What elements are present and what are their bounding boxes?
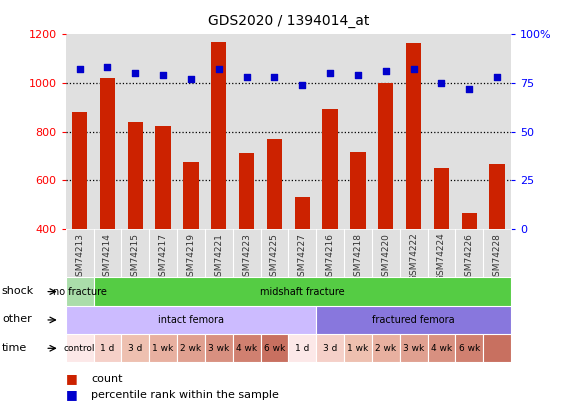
Point [103, 64, 112, 71]
Text: midshaft fracture: midshaft fracture [260, 287, 344, 296]
Bar [205, 334, 233, 362]
Point [214, 66, 223, 72]
Point [270, 74, 279, 81]
Point [465, 85, 474, 92]
Bar [461, 213, 477, 229]
Point [353, 72, 363, 79]
Text: GSM74215: GSM74215 [131, 233, 140, 282]
Text: GSM74223: GSM74223 [242, 233, 251, 281]
Bar [66, 334, 94, 362]
Text: 3 d: 3 d [128, 344, 142, 353]
Bar [434, 168, 449, 229]
Text: GDS2020 / 1394014_at: GDS2020 / 1394014_at [208, 14, 369, 28]
Point [325, 70, 335, 77]
Text: percentile rank within the sample: percentile rank within the sample [91, 390, 279, 400]
Text: intact femora: intact femora [158, 315, 224, 325]
Bar [100, 78, 115, 229]
Bar [66, 277, 94, 306]
Text: GSM74220: GSM74220 [381, 233, 391, 281]
Text: GSM74216: GSM74216 [325, 233, 335, 282]
Text: 4 wk: 4 wk [236, 344, 257, 353]
Text: 3 wk: 3 wk [403, 344, 424, 353]
Bar [378, 83, 393, 229]
Text: GSM74221: GSM74221 [214, 233, 223, 281]
Point [159, 72, 168, 79]
Text: 3 wk: 3 wk [208, 344, 230, 353]
Bar [183, 162, 199, 229]
Bar [149, 334, 177, 362]
Text: 1 wk: 1 wk [347, 344, 368, 353]
Text: GSM74222: GSM74222 [409, 233, 418, 281]
Bar [344, 334, 372, 362]
Point [493, 74, 502, 81]
Text: ■: ■ [66, 388, 78, 401]
Bar [489, 164, 505, 229]
Bar [122, 334, 149, 362]
Text: 2 wk: 2 wk [180, 344, 202, 353]
Bar [400, 334, 428, 362]
Text: GSM74228: GSM74228 [493, 233, 502, 281]
Bar [267, 139, 282, 229]
Text: 1 d: 1 d [295, 344, 309, 353]
Text: fractured femora: fractured femora [372, 315, 455, 325]
Bar [127, 122, 143, 229]
Bar [323, 109, 338, 229]
Bar [94, 334, 122, 362]
Text: 6 wk: 6 wk [459, 344, 480, 353]
Text: control: control [64, 344, 95, 353]
Text: shock: shock [2, 286, 34, 296]
Text: GSM74217: GSM74217 [159, 233, 168, 282]
Text: GSM74214: GSM74214 [103, 233, 112, 281]
Bar [456, 334, 483, 362]
Bar [66, 306, 316, 334]
Point [409, 66, 418, 72]
Text: time: time [2, 343, 27, 353]
Text: 6 wk: 6 wk [264, 344, 285, 353]
Bar [295, 197, 310, 229]
Point [131, 70, 140, 77]
Text: GSM74224: GSM74224 [437, 233, 446, 281]
Text: 1 d: 1 d [100, 344, 115, 353]
Text: 4 wk: 4 wk [431, 344, 452, 353]
Text: other: other [2, 314, 31, 324]
Bar [483, 334, 511, 362]
Text: GSM74225: GSM74225 [270, 233, 279, 281]
Text: count: count [91, 374, 123, 384]
Bar [239, 153, 254, 229]
Text: GSM74213: GSM74213 [75, 233, 84, 282]
Text: GSM74226: GSM74226 [465, 233, 474, 281]
Text: 2 wk: 2 wk [375, 344, 396, 353]
Point [381, 68, 391, 75]
Text: GSM74227: GSM74227 [297, 233, 307, 281]
Bar [233, 334, 260, 362]
Bar [177, 334, 205, 362]
Point [437, 80, 446, 86]
Bar [260, 334, 288, 362]
Bar [316, 306, 511, 334]
Text: 3 d: 3 d [323, 344, 337, 353]
Text: ■: ■ [66, 372, 78, 385]
Point [242, 74, 251, 81]
Bar [316, 334, 344, 362]
Text: no fracture: no fracture [53, 287, 107, 296]
Bar [372, 334, 400, 362]
Bar [72, 112, 87, 229]
Text: GSM74219: GSM74219 [186, 233, 195, 282]
Point [186, 76, 195, 82]
Point [75, 66, 84, 72]
Bar [350, 152, 365, 229]
Point [297, 82, 307, 88]
Text: 1 wk: 1 wk [152, 344, 174, 353]
Bar [288, 334, 316, 362]
Bar [428, 334, 456, 362]
Bar [406, 43, 421, 229]
Bar [211, 42, 227, 229]
Text: GSM74218: GSM74218 [353, 233, 363, 282]
Bar [155, 126, 171, 229]
